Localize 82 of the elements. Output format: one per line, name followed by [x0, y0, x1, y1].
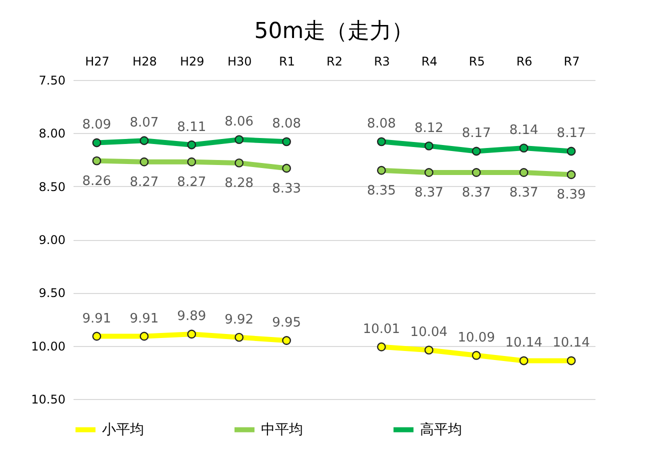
point	[234, 158, 244, 168]
x-tick-label: R7	[564, 54, 580, 68]
data-label: 8.08	[366, 116, 396, 132]
point	[566, 170, 576, 180]
point	[187, 330, 196, 339]
data-label: 8.09	[82, 118, 112, 133]
data-label: 8.37	[509, 186, 538, 201]
point	[424, 346, 434, 355]
x-tick-label: H27	[85, 54, 110, 68]
point	[92, 156, 102, 166]
point	[566, 356, 576, 366]
y-tick-label: 8.00	[38, 126, 66, 141]
data-label: 8.39	[556, 188, 586, 203]
data-label: 8.07	[130, 116, 159, 131]
point	[92, 332, 102, 341]
data-label: 8.37	[462, 186, 491, 201]
y-tick-label: 10.00	[31, 339, 66, 354]
data-label: 8.33	[272, 181, 302, 196]
x-tick-label: H29	[180, 54, 204, 68]
point	[519, 168, 528, 177]
x-tick-label: R3	[374, 54, 390, 68]
point	[376, 342, 386, 352]
data-label: 8.06	[224, 114, 254, 130]
legend-label: 高平均	[420, 422, 462, 438]
point	[519, 144, 528, 153]
data-label: 9.91	[82, 311, 112, 326]
legend-label: 中平均	[261, 422, 303, 438]
data-label: 8.12	[414, 120, 444, 136]
point	[566, 146, 576, 156]
data-label: 8.08	[272, 116, 302, 132]
point	[282, 137, 292, 146]
data-label: 8.11	[177, 120, 206, 135]
point	[472, 350, 481, 360]
point	[282, 164, 292, 173]
data-label: 9.92	[224, 312, 254, 328]
point	[234, 332, 244, 342]
point	[472, 146, 481, 156]
x-tick-label: H28	[132, 54, 157, 68]
x-tick-label: H30	[227, 54, 252, 68]
point	[187, 157, 196, 166]
y-tick-label: 9.00	[38, 233, 66, 247]
data-label: 9.91	[130, 311, 159, 326]
data-label: 10.14	[552, 336, 590, 351]
point	[424, 168, 434, 177]
point	[424, 141, 434, 150]
data-label: 8.17	[462, 126, 491, 142]
point	[140, 136, 149, 146]
chart-title: 50m走（走力）	[254, 19, 414, 44]
data-label: 10.14	[505, 336, 542, 351]
x-tick-label: R2	[326, 54, 342, 68]
point	[472, 168, 481, 177]
y-tick-label: 7.50	[38, 74, 66, 88]
data-label: 9.89	[177, 309, 206, 324]
y-tick-label: 9.50	[38, 286, 66, 300]
point	[234, 135, 244, 144]
data-label: 8.27	[177, 174, 206, 190]
y-tick-label: 8.50	[38, 180, 66, 194]
point	[519, 356, 528, 366]
data-label: 9.95	[272, 316, 302, 331]
point	[376, 166, 386, 175]
point	[187, 140, 196, 150]
data-label: 8.28	[224, 176, 254, 191]
y-tick-label: 10.50	[31, 392, 66, 406]
data-label: 10.09	[458, 330, 495, 346]
data-label: 8.26	[82, 174, 112, 189]
data-label: 10.01	[362, 322, 400, 337]
x-tick-label: R6	[516, 54, 532, 68]
data-label: 8.14	[509, 123, 538, 138]
data-label: 8.27	[130, 174, 159, 190]
point	[140, 157, 149, 166]
point	[282, 336, 292, 345]
x-tick-label: R1	[279, 54, 296, 68]
point	[140, 332, 149, 341]
data-label: 8.17	[556, 126, 586, 142]
point	[376, 137, 386, 146]
data-label: 8.37	[414, 186, 444, 201]
data-label: 8.35	[366, 183, 396, 198]
x-tick-label: R5	[468, 54, 485, 68]
legend-label: 小平均	[102, 422, 144, 438]
data-label: 10.04	[410, 325, 448, 340]
point	[92, 138, 102, 148]
x-tick-label: R4	[421, 54, 438, 68]
